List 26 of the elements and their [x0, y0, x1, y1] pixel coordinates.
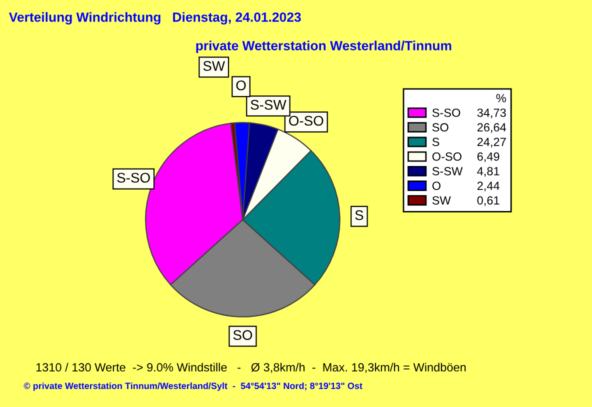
- legend-label: S: [432, 138, 440, 146]
- legend-label: O-SO: [432, 152, 462, 161]
- legend-label: S-SW: [432, 167, 463, 176]
- legend-label: SW: [432, 196, 451, 205]
- data-label: 26,64: [477, 123, 506, 133]
- chart-title: Verteilung Windrichtung Dienstag, 24.01.2023: [8, 12, 301, 24]
- slice-label: SO: [233, 330, 252, 340]
- legend-label: SO: [432, 123, 448, 132]
- slice-label: S: [355, 210, 364, 220]
- data-label: 0,61: [477, 196, 500, 206]
- legend-label: S-SO: [432, 108, 460, 117]
- legend-label: O: [432, 182, 440, 190]
- data-label: 6,49: [477, 152, 500, 162]
- slice-label: O-SO: [289, 116, 324, 126]
- legend-title: %: [496, 94, 506, 102]
- category-label: SW: [203, 61, 225, 71]
- slice-label: S-SW: [250, 100, 286, 110]
- data-label: 4,81: [477, 167, 500, 177]
- text: © private Wetterstation Tinnum/Westerland/Sylt - 54°54'13" Nord; 8°19'13" Ost: [24, 382, 362, 391]
- data-label: 24,27: [477, 138, 506, 148]
- data-label: 2,44: [477, 182, 500, 192]
- slice-label: S-SO: [117, 172, 150, 183]
- data-label: 34,73: [477, 108, 506, 118]
- chart-subtitle: private Wetterstation Westerland/Tinnum: [196, 40, 452, 53]
- slice-label: O: [236, 80, 246, 90]
- text: 1310 / 130 Werte -> 9.0% Windstille - Ø 3,8km/h - Max. 19,3km/h = Windböen: [36, 362, 466, 373]
